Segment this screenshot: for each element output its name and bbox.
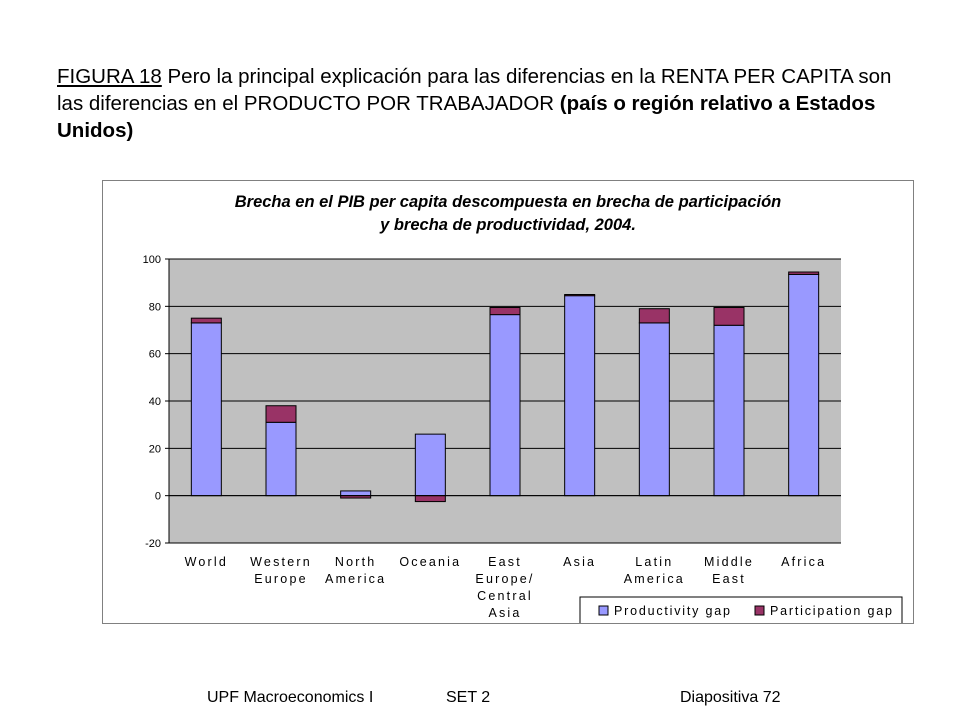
footer-course: UPF Macroeconomics I [207, 689, 374, 706]
x-tick-label-6: Latin America [624, 555, 685, 586]
legend-swatch-0 [598, 605, 609, 616]
bar-productivity-2 [340, 490, 372, 497]
y-tick-label-6: 100 [143, 254, 161, 266]
bar-productivity-5 [564, 295, 596, 497]
bar-productivity-7 [713, 324, 745, 497]
chart-title-line-1: Brecha en el PIB per capita descompuesta… [234, 193, 782, 211]
x-tick-label-4: East Europe/Central Asia [475, 555, 534, 620]
bar-participation-5 [564, 294, 596, 297]
legend-swatch-1 [754, 605, 765, 616]
x-tick-label-7: Middle East [704, 555, 754, 586]
y-tick-label-0: -20 [145, 538, 161, 550]
bar-participation-0 [190, 317, 222, 324]
chart-frame: Brecha en el PIB per capita descompuesta… [102, 180, 914, 624]
y-tick-label-1: 0 [155, 491, 161, 503]
bar-participation-1 [265, 405, 297, 423]
y-tick-label-2: 20 [149, 443, 161, 455]
legend [579, 596, 903, 623]
x-tick-label-3: Oceania [399, 555, 461, 569]
bar-participation-3 [414, 495, 446, 503]
bar-participation-7 [713, 307, 745, 326]
y-tick-label-3: 40 [149, 396, 161, 408]
chart-plot: -20 0 20 40 60 80 100 World Western Europe North Am… [143, 254, 903, 623]
x-tick-label-5: Asia [563, 555, 596, 569]
legend-label-0: Productivity gap [614, 604, 732, 618]
bar-productivity-4 [489, 314, 521, 497]
footer-set: SET 2 [446, 689, 491, 706]
footer-slide-number: Diapositiva 72 [680, 689, 781, 706]
bar-participation-6 [638, 308, 670, 324]
legend-label-1: Participation gap [770, 604, 894, 618]
heading-text: Pero la principal explicación para las d… [57, 65, 892, 115]
bar-participation-4 [489, 307, 521, 316]
x-tick-label-8: Africa [781, 555, 826, 569]
y-tick-label-4: 60 [149, 349, 161, 361]
bar-participation-8 [788, 271, 820, 275]
x-tick-label-2: North America [325, 555, 386, 586]
chart-title-line-2: y brecha de productividad, 2004. [380, 216, 636, 234]
bar-productivity-8 [788, 273, 820, 497]
x-tick-label-0: World [185, 555, 228, 569]
bar-productivity-1 [265, 421, 297, 497]
figure-label: FIGURA 18 [57, 65, 162, 88]
bar-productivity-0 [190, 322, 222, 497]
bar-productivity-6 [638, 322, 670, 497]
chart-title: Brecha en el PIB per capita descompuesta… [103, 191, 913, 237]
slide-heading: FIGURA 18 Pero la principal explicación … [57, 63, 917, 144]
x-tick-label-1: Western Europe [250, 555, 312, 586]
bar-productivity-3 [414, 433, 446, 497]
y-tick-label-5: 80 [149, 301, 161, 313]
heading-bold-text: (país o región relativo a Estados Unidos… [57, 92, 876, 142]
